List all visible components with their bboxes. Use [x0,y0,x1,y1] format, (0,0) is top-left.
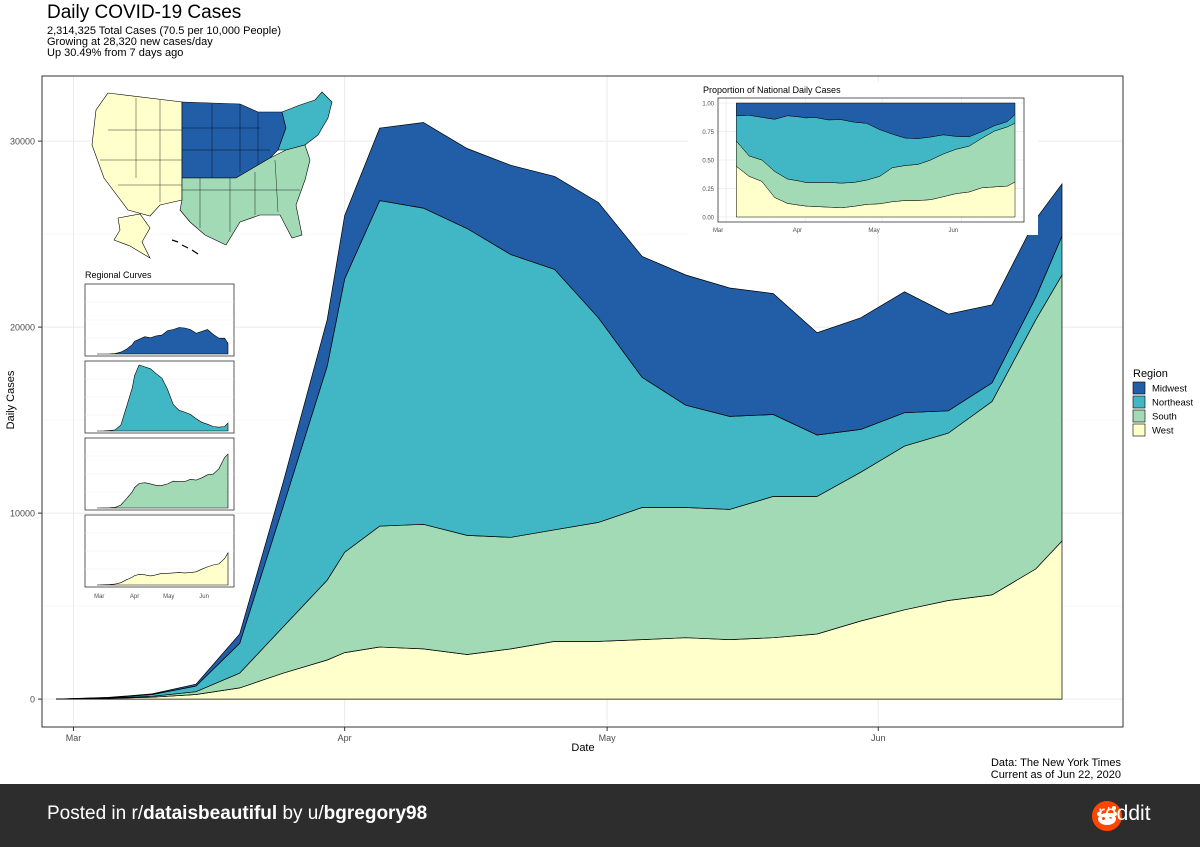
subtitle-weekly-change: Up 30.49% from 7 days ago [47,47,184,59]
regional-x-tick-label: May [163,594,174,600]
legend-label-south: South [1152,412,1177,423]
main-areas [55,122,1063,700]
prop-y-tick-label: 1.00 [702,102,714,108]
legend-key-midwest [1132,381,1146,395]
regional-x-tick-label: Jun [199,594,209,600]
footer-prefix: Posted in r/ [47,803,144,824]
map-west-grid [100,98,182,202]
prop-x-tick-label: Mar [713,228,723,234]
regional-curves-title: Regional Curves [85,270,152,280]
regional-curve-northeast [96,364,229,432]
main-panel-border [41,75,1124,728]
y-tick-label: 10000 [10,509,35,519]
user-link[interactable]: bgregory98 [323,803,428,824]
proportion-inset: Proportion of National Daily Cases 0.00 0… [688,82,1038,235]
subtitle-growth: Growing at 28,320 new cases/day [47,36,213,48]
reddit-wordmark: reddit [1098,802,1151,825]
x-axis-title: Date [571,742,594,754]
reddit-logo-icon[interactable] [1062,799,1152,833]
prop-y-tick-label: 0.75 [702,130,714,136]
proportion-panel-border [717,97,1025,223]
map-south-grid [182,159,300,232]
x-tick-label: Mar [66,733,82,743]
proportion-inset-title: Proportion of National Daily Cases [703,85,841,95]
y-tick-label: 20000 [10,323,35,333]
regional-x-tick-label: Mar [94,594,104,600]
subtitle-total-cases: 2,314,325 Total Cases (70.5 per 10,000 P… [47,25,282,37]
footer-credit: Posted in r/dataisbeautiful by u/bgregor… [47,803,427,825]
regional-curve-west [96,551,229,586]
area-midwest [55,122,1063,700]
map-south [179,144,311,246]
currency-note: Current as of Jun 22, 2020 [990,769,1121,781]
regional-x-tick-label: Apr [130,594,139,600]
prop-y-tick-label: 0.00 [702,216,714,222]
prop-x-tick-label: Jun [948,228,958,234]
source-note: Data: The New York Times [990,757,1121,769]
map-west [91,92,183,217]
map-hawaii [171,239,199,255]
x-tick-label: May [599,733,617,743]
x-tick-label: Apr [338,733,352,743]
prop-y-tick-label: 0.50 [702,159,714,165]
map-alaska [113,213,151,259]
page-title: Daily COVID-19 Cases [47,2,242,23]
x-tick-label: Jun [871,733,886,743]
regional-curve-south [96,453,229,509]
legend-label-west: West [1152,426,1174,437]
main-chart: 0 10000 20000 30000 Mar Apr May Jun Date Daily … [5,75,1194,754]
legend-label-midwest: Midwest [1152,384,1187,395]
y-axis-title: Daily Cases [5,370,17,429]
legend: Region Midwest Northeast South West [1132,368,1194,437]
legend-key-south [1132,409,1146,423]
prop-area-midwest [736,102,1016,139]
footer-middle: by u/ [277,803,324,824]
legend-key-west [1132,423,1146,437]
legend-key-northeast [1132,395,1146,409]
legend-label-northeast: Northeast [1152,398,1194,409]
y-tick-label: 30000 [10,137,35,147]
prop-y-tick-label: 0.25 [702,187,714,193]
main-axes: 0 10000 20000 30000 Mar Apr May Jun [10,137,886,743]
map-midwest-grid [182,104,270,178]
footer-bar: Posted in r/dataisbeautiful by u/bgregor… [0,784,1200,847]
us-map [91,91,333,259]
subreddit-link[interactable]: dataisbeautiful [143,803,278,824]
y-tick-label: 0 [30,695,35,705]
regional-curves-inset: Regional Curves Mar Apr May Jun [84,270,235,600]
map-northeast [277,91,333,151]
prop-x-tick-label: Apr [793,228,802,234]
prop-x-tick-label: May [868,228,879,234]
legend-title: Region [1133,368,1168,380]
regional-curve-midwest [97,327,229,355]
